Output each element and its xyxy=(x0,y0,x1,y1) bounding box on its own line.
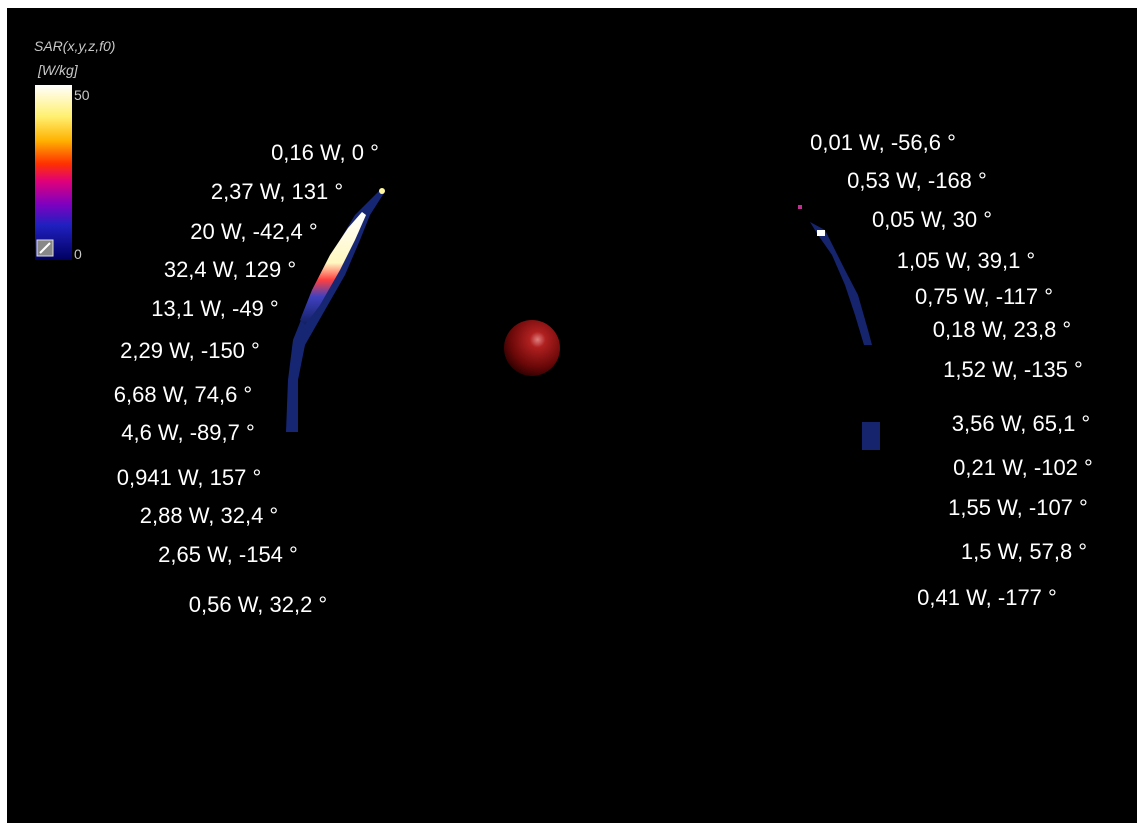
port-label: 1,05 W, 39,1 ° xyxy=(897,248,1035,274)
port-label: 13,1 W, -49 ° xyxy=(151,296,278,322)
port-label: 20 W, -42,4 ° xyxy=(190,219,317,245)
port-label: 0,01 W, -56,6 ° xyxy=(810,130,956,156)
source-sphere xyxy=(504,320,560,376)
sar-spot xyxy=(810,222,872,345)
legend-title: SAR(x,y,z,f0) xyxy=(34,38,115,54)
port-label: 0,56 W, 32,2 ° xyxy=(189,592,327,618)
port-label: 0,941 W, 157 ° xyxy=(117,465,262,491)
port-label: 32,4 W, 129 ° xyxy=(164,257,296,283)
page: SAR(x,y,z,f0) [W/kg] 50 0 0,16 W, 0 ° 2,3… xyxy=(0,0,1137,823)
port-label: 0,21 W, -102 ° xyxy=(953,455,1093,481)
sar-spot xyxy=(862,422,880,450)
legend-min: 0 xyxy=(74,246,82,262)
sar-spot xyxy=(379,188,385,194)
port-label: 2,65 W, -154 ° xyxy=(158,542,298,568)
port-label: 0,16 W, 0 ° xyxy=(271,140,379,166)
port-label: 2,37 W, 131 ° xyxy=(211,179,343,205)
port-label: 0,75 W, -117 ° xyxy=(915,284,1053,310)
port-label: 1,5 W, 57,8 ° xyxy=(961,539,1087,565)
legend-max: 50 xyxy=(74,87,90,103)
port-label: 0,05 W, 30 ° xyxy=(872,207,992,233)
port-label: 3,56 W, 65,1 ° xyxy=(952,411,1090,437)
port-label: 2,88 W, 32,4 ° xyxy=(140,503,278,529)
port-label: 0,18 W, 23,8 ° xyxy=(933,317,1071,343)
port-label: 1,52 W, -135 ° xyxy=(943,357,1083,383)
port-label: 1,55 W, -107 ° xyxy=(948,495,1088,521)
port-label: 0,41 W, -177 ° xyxy=(917,585,1057,611)
port-label: 2,29 W, -150 ° xyxy=(120,338,260,364)
port-label: 0,53 W, -168 ° xyxy=(847,168,987,194)
port-label: 4,6 W, -89,7 ° xyxy=(121,420,255,446)
legend-unit: [W/kg] xyxy=(38,62,78,78)
sar-spot xyxy=(798,205,802,209)
sar-spot xyxy=(817,230,825,236)
port-label: 6,68 W, 74,6 ° xyxy=(114,382,252,408)
colorbar xyxy=(35,85,72,260)
